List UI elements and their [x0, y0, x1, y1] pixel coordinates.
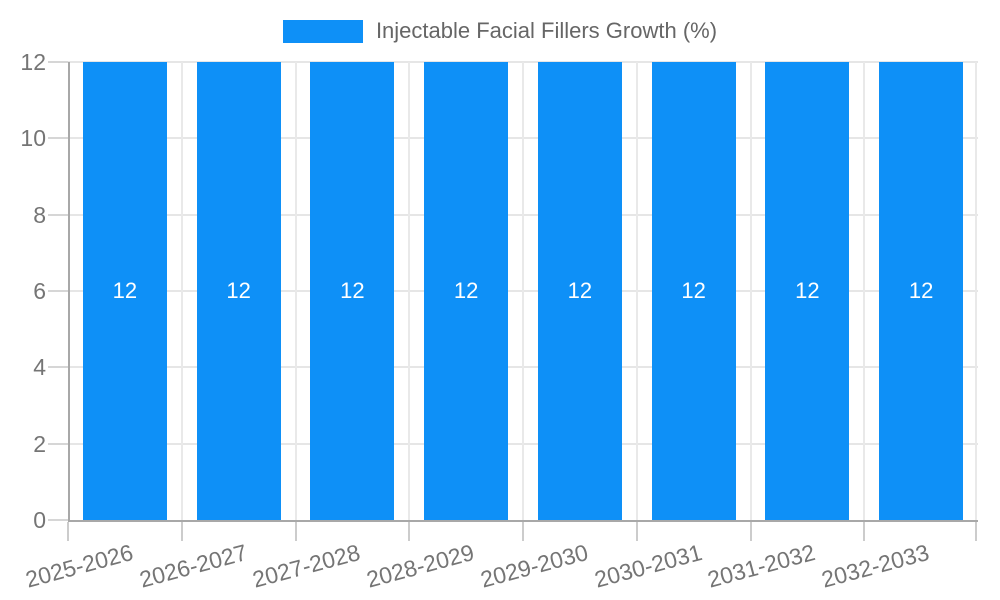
bar[interactable]: 12	[82, 62, 167, 520]
y-axis-tick-label: 4	[33, 354, 46, 381]
x-gridline	[180, 62, 183, 520]
x-axis-tick-label: 2028-2029	[363, 539, 477, 593]
y-tick-mark	[48, 442, 68, 445]
bar-value-label: 12	[112, 278, 138, 303]
y-axis-tick-label: 8	[33, 201, 46, 228]
x-tick-mark	[749, 522, 752, 541]
y-tick-mark	[48, 366, 68, 369]
y-axis-tick-label: 0	[33, 507, 46, 533]
x-gridline	[522, 62, 524, 520]
x-gridline	[749, 62, 752, 520]
x-tick-mark	[67, 522, 69, 541]
y-tick-mark	[48, 137, 68, 140]
bar[interactable]: 12	[310, 62, 395, 520]
x-axis-line	[68, 520, 978, 522]
y-tick-mark	[48, 290, 68, 292]
y-axis-tick-label: 12	[20, 49, 46, 75]
bar-value-label: 12	[340, 278, 365, 303]
bar-value-label: 12	[226, 278, 251, 303]
y-axis-tick-label: 6	[33, 278, 46, 304]
bar[interactable]: 12	[424, 62, 509, 520]
x-axis-tick-label: 2027-2028	[250, 539, 364, 593]
bar-value-label: 12	[795, 278, 820, 303]
x-gridline	[975, 62, 977, 520]
bar[interactable]: 12	[765, 62, 850, 520]
x-axis-tick-label: 2025-2026	[22, 539, 136, 593]
bar-value-label: 12	[567, 278, 593, 303]
x-tick-mark	[294, 522, 297, 541]
chart-legend[interactable]: Injectable Facial Fillers Growth (%)	[0, 18, 1000, 43]
y-axis-line	[68, 62, 70, 522]
x-axis-tick-label: 2031-2032	[705, 539, 819, 593]
y-tick-mark	[48, 213, 68, 216]
legend-swatch	[282, 19, 363, 43]
x-tick-mark	[180, 522, 183, 541]
y-axis-tick-label: 2	[33, 430, 46, 457]
x-gridline	[408, 62, 411, 520]
x-axis-tick-label: 2029-2030	[477, 539, 591, 593]
plot-area: 0 2 4 6 8 10 12 12 2025-2026 12 2026-2027 12 2027-20…	[20, 50, 978, 593]
y-tick-mark	[48, 519, 68, 521]
bar-value-label: 12	[908, 278, 934, 303]
x-tick-mark	[522, 522, 524, 541]
bar[interactable]: 12	[196, 62, 281, 520]
x-tick-mark	[635, 522, 638, 541]
bar-value-label: 12	[681, 278, 706, 303]
legend-series-label: Injectable Facial Fillers Growth (%)	[375, 18, 718, 43]
x-tick-mark	[863, 522, 866, 541]
x-tick-mark	[975, 522, 977, 541]
y-axis-tick-label: 10	[20, 125, 46, 152]
bar[interactable]: 12	[537, 62, 622, 520]
y-tick-mark	[48, 61, 68, 63]
x-gridline	[635, 62, 638, 520]
x-gridline	[294, 62, 297, 520]
bar[interactable]: 12	[879, 62, 964, 520]
x-axis-tick-label: 2026-2027	[136, 539, 250, 593]
bar[interactable]: 12	[651, 62, 736, 520]
x-axis-tick-label: 2032-2033	[818, 539, 932, 593]
bar-value-label: 12	[453, 278, 479, 303]
x-gridline	[863, 62, 866, 520]
x-axis-tick-label: 2030-2031	[591, 539, 705, 593]
x-tick-mark	[408, 522, 411, 541]
